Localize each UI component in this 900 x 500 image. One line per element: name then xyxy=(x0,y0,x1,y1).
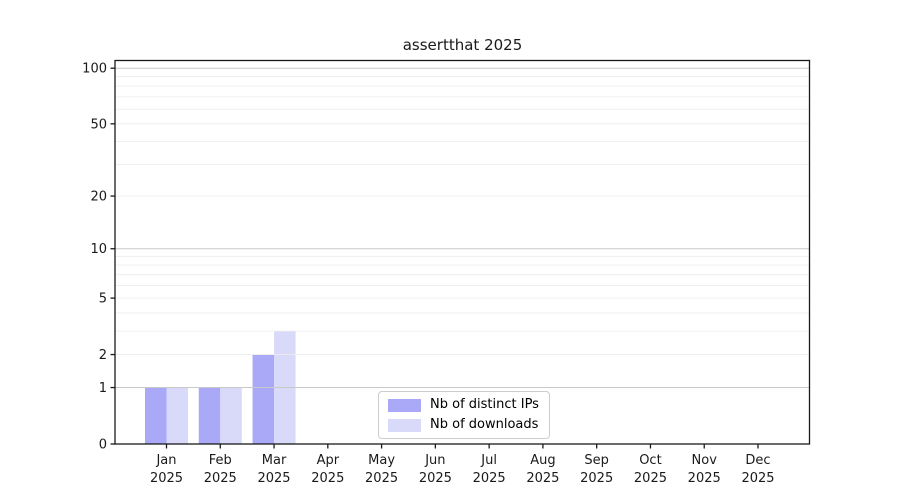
x-tick-label-month: Nov xyxy=(692,453,718,468)
x-tick-label-month: May xyxy=(368,453,395,468)
legend-item-downloads: Nb of downloads xyxy=(388,417,539,433)
y-tick-label: 5 xyxy=(99,292,107,307)
x-tick-label-month: Jan xyxy=(155,453,176,468)
x-tick-label-year: 2025 xyxy=(634,471,667,486)
x-tick-label-year: 2025 xyxy=(204,471,237,486)
legend-label-distinct-ips: Nb of distinct IPs xyxy=(430,397,539,412)
y-tick-label: 20 xyxy=(90,190,107,205)
legend-label-downloads: Nb of downloads xyxy=(430,417,539,432)
bar-nb-of-downloads-jan xyxy=(166,387,189,444)
plot-frame xyxy=(114,59,811,445)
x-tick-label-year: 2025 xyxy=(688,471,721,486)
x-tick-label-month: Mar xyxy=(262,453,287,468)
x-tick-label-year: 2025 xyxy=(365,471,398,486)
x-tick-label-year: 2025 xyxy=(473,471,506,486)
x-tick-label-year: 2025 xyxy=(419,471,452,486)
x-tick-label-year: 2025 xyxy=(580,471,613,486)
y-tick-label: 2 xyxy=(99,348,107,363)
x-tick-label-month: Oct xyxy=(639,453,661,468)
y-tick-label: 100 xyxy=(82,62,107,77)
bar-nb-of-downloads-feb xyxy=(220,387,242,444)
x-tick-label-month: Jul xyxy=(480,453,497,468)
y-tick-label: 0 xyxy=(99,438,107,453)
legend-swatch-distinct-ips xyxy=(388,398,421,412)
x-tick-label-year: 2025 xyxy=(257,471,290,486)
x-tick-label-month: Jun xyxy=(424,453,445,468)
x-tick-label-year: 2025 xyxy=(741,471,774,486)
x-tick-label-month: Feb xyxy=(209,453,232,468)
legend-swatch-downloads xyxy=(388,418,421,432)
bar-nb-of-distinct-ips-mar xyxy=(252,354,275,444)
chart-title: assertthat 2025 xyxy=(402,36,523,54)
legend-item-distinct-ips: Nb of distinct IPs xyxy=(388,397,539,413)
x-tick-label-month: Dec xyxy=(745,453,770,468)
x-tick-label-month: Apr xyxy=(317,453,340,468)
x-tick-label-month: Sep xyxy=(584,453,609,468)
bar-nb-of-distinct-ips-feb xyxy=(198,387,221,444)
x-tick-label-year: 2025 xyxy=(150,471,183,486)
y-tick-label: 50 xyxy=(90,117,107,132)
x-tick-label-year: 2025 xyxy=(311,471,344,486)
y-tick-label: 1 xyxy=(99,381,107,396)
bar-nb-of-distinct-ips-jan xyxy=(144,387,167,444)
legend: Nb of distinct IPs Nb of downloads xyxy=(378,391,550,439)
y-tick-label: 10 xyxy=(90,242,107,257)
x-tick-label-month: Aug xyxy=(530,453,555,468)
x-tick-label-year: 2025 xyxy=(526,471,559,486)
